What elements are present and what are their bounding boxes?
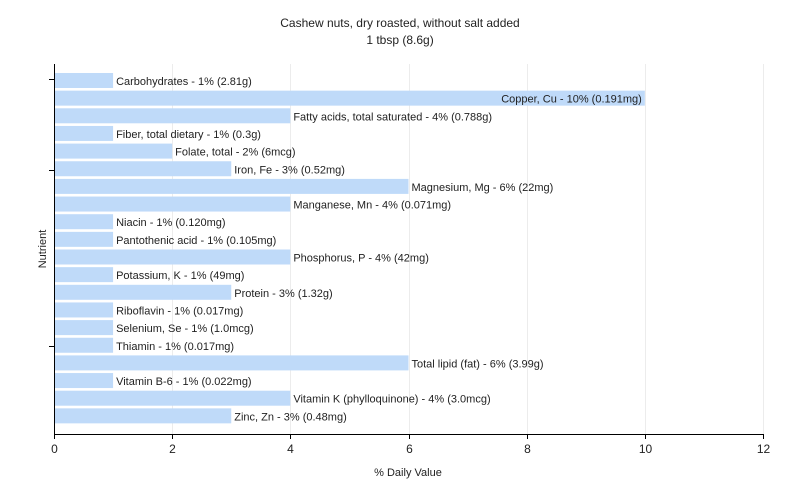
bar-zinc-zn — [55, 408, 232, 424]
bar-label-niacin: Niacin - 1% (0.120mg) — [116, 217, 225, 229]
x-axis-label: % Daily Value — [374, 467, 442, 479]
bar-label-riboflavin: Riboflavin - 1% (0.017mg) — [116, 305, 243, 317]
x-tick-label: 6 — [406, 442, 413, 456]
bar-label-vitamin-k-phylloquinone: Vitamin K (phylloquinone) - 4% (3.0mcg) — [293, 394, 490, 406]
bar-label-protein: Protein - 3% (1.32g) — [234, 288, 332, 300]
bar-niacin — [55, 214, 114, 230]
bar-pantothenic-acid — [55, 231, 114, 247]
bar-label-potassium-k: Potassium, K - 1% (49mg) — [116, 270, 244, 282]
bar-label-total-lipid-fat: Total lipid (fat) - 6% (3.99g) — [412, 358, 544, 370]
x-tick-label: 8 — [524, 442, 531, 456]
bar-fatty-acids-total-saturated — [55, 108, 291, 124]
bar-label-copper-cu: Copper, Cu - 10% (0.191mg) — [501, 94, 642, 106]
bar-label-thiamin: Thiamin - 1% (0.017mg) — [116, 341, 234, 353]
bar-thiamin — [55, 337, 114, 353]
y-axis-label: Nutrient — [37, 230, 49, 269]
bar-carbohydrates — [55, 73, 114, 88]
gridlines — [172, 64, 764, 434]
bar-label-fiber-total-dietary: Fiber, total dietary - 1% (0.3g) — [116, 129, 261, 141]
bar-total-lipid-fat — [55, 355, 409, 371]
bar-label-phosphorus-p: Phosphorus, P - 4% (42mg) — [293, 253, 429, 265]
bars: Carbohydrates - 1% (2.81g) Copper, Cu - 1… — [55, 73, 645, 424]
chart-title: Cashew nuts, dry roasted, without salt a… — [280, 16, 519, 30]
bar-label-carbohydrates: Carbohydrates - 1% (2.81g) — [116, 76, 252, 88]
bar-riboflavin — [55, 302, 114, 318]
bar-label-pantothenic-acid: Pantothenic acid - 1% (0.105mg) — [116, 235, 276, 247]
bar-iron-fe — [55, 161, 232, 177]
bar-vitamin-b-6 — [55, 373, 114, 389]
chart-subtitle: 1 tbsp (8.6g) — [366, 33, 433, 47]
x-tick-label: 4 — [287, 442, 294, 456]
bar-label-vitamin-b-6: Vitamin B-6 - 1% (0.022mg) — [116, 376, 252, 388]
bar-folate-total — [55, 143, 173, 159]
x-tick-label: 0 — [51, 442, 58, 456]
bar-protein — [55, 284, 232, 300]
bar-potassium-k — [55, 267, 114, 283]
bar-label-zinc-zn: Zinc, Zn - 3% (0.48mg) — [234, 411, 346, 423]
x-ticks: 0 2 4 6 8 10 12 — [49, 79, 771, 456]
bar-selenium-se — [55, 320, 114, 336]
bar-phosphorus-p — [55, 249, 291, 265]
bar-label-folate-total: Folate, total - 2% (6mcg) — [175, 147, 295, 159]
bar-label-selenium-se: Selenium, Se - 1% (1.0mcg) — [116, 323, 254, 335]
x-tick-label: 10 — [639, 442, 653, 456]
bar-label-fatty-acids-total-saturated: Fatty acids, total saturated - 4% (0.788… — [293, 111, 492, 123]
bar-copper-cu — [55, 90, 645, 106]
x-tick-label: 12 — [757, 442, 771, 456]
x-tick-label: 2 — [169, 442, 176, 456]
bar-vitamin-k-phylloquinone — [55, 390, 291, 406]
bar-magnesium-mg — [55, 178, 409, 194]
bar-label-magnesium-mg: Magnesium, Mg - 6% (22mg) — [412, 182, 554, 194]
bar-label-manganese-mn: Manganese, Mn - 4% (0.071mg) — [293, 200, 451, 212]
bar-manganese-mn — [55, 196, 291, 212]
bar-label-iron-fe: Iron, Fe - 3% (0.52mg) — [234, 164, 345, 176]
bar-fiber-total-dietary — [55, 125, 114, 141]
